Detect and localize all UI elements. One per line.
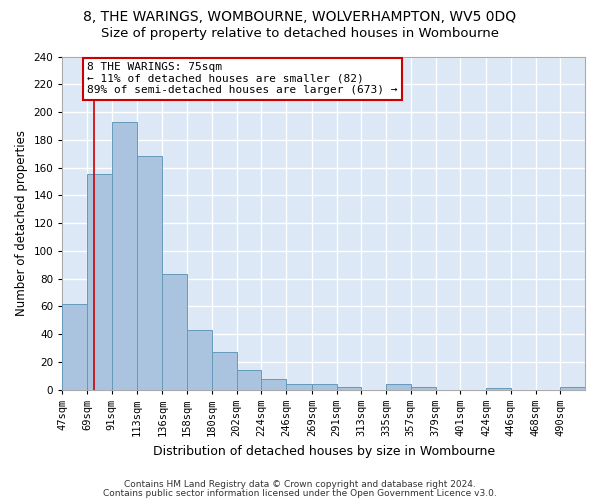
Bar [261, 378, 286, 390]
Bar [286, 384, 312, 390]
Bar [212, 352, 236, 390]
Bar [137, 156, 163, 390]
Bar [236, 370, 261, 390]
Bar [411, 387, 436, 390]
X-axis label: Distribution of detached houses by size in Wombourne: Distribution of detached houses by size … [152, 444, 495, 458]
Bar [486, 388, 511, 390]
Y-axis label: Number of detached properties: Number of detached properties [15, 130, 28, 316]
Bar [312, 384, 337, 390]
Text: 8, THE WARINGS, WOMBOURNE, WOLVERHAMPTON, WV5 0DQ: 8, THE WARINGS, WOMBOURNE, WOLVERHAMPTON… [83, 10, 517, 24]
Bar [112, 122, 137, 390]
Bar [337, 387, 361, 390]
Text: Contains HM Land Registry data © Crown copyright and database right 2024.: Contains HM Land Registry data © Crown c… [124, 480, 476, 489]
Text: Size of property relative to detached houses in Wombourne: Size of property relative to detached ho… [101, 28, 499, 40]
Bar [386, 384, 411, 390]
Bar [163, 274, 187, 390]
Bar [187, 330, 212, 390]
Text: 8 THE WARINGS: 75sqm
← 11% of detached houses are smaller (82)
89% of semi-detac: 8 THE WARINGS: 75sqm ← 11% of detached h… [87, 62, 398, 96]
Bar [87, 174, 112, 390]
Text: Contains public sector information licensed under the Open Government Licence v3: Contains public sector information licen… [103, 490, 497, 498]
Bar [62, 304, 87, 390]
Bar [560, 387, 585, 390]
